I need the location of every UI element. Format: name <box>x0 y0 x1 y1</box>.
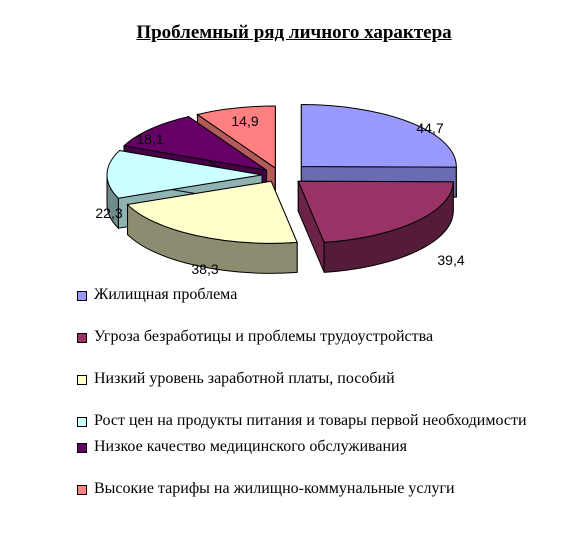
legend-item: Жилищная проблема <box>74 285 544 305</box>
data-label: 39,4 <box>437 252 464 268</box>
legend-item: Угроза безработицы и проблемы трудоустро… <box>74 327 544 347</box>
legend-swatch <box>77 485 87 495</box>
chart-title: Проблемный ряд личного характера <box>136 22 452 43</box>
pie-slice-top <box>196 105 276 169</box>
pie-slice-top <box>300 104 457 168</box>
legend-item: Низкий уровень заработной платы, пособий <box>74 369 544 389</box>
pie-chart: 44,7 39,4 38,3 22,3 18,1 14,9 <box>95 104 465 277</box>
legend-item: Низкое качество медицинского обслуживани… <box>74 437 544 457</box>
legend-swatch <box>77 291 87 301</box>
legend-swatch <box>77 375 87 385</box>
data-label: 18,1 <box>136 131 163 147</box>
legend-label: Высокие тарифы на жилищно-коммунальные у… <box>94 480 455 497</box>
legend: Жилищная проблема Угроза безработицы и п… <box>74 285 544 521</box>
data-label: 38,3 <box>191 261 218 277</box>
data-label: 22,3 <box>95 205 122 221</box>
pie-slice-top <box>122 116 267 171</box>
data-label: 14,9 <box>231 113 258 129</box>
legend-swatch <box>77 443 87 453</box>
legend-label: Рост цен на продукты питания и товары пе… <box>94 412 527 429</box>
data-label: 44,7 <box>416 120 443 136</box>
pie-slice-top <box>106 150 263 199</box>
legend-label: Низкое качество медицинского обслуживани… <box>94 438 407 455</box>
pie-slice-top <box>126 180 298 244</box>
legend-item: Рост цен на продукты питания и товары пе… <box>74 411 544 431</box>
legend-label: Жилищная проблема <box>94 286 238 303</box>
legend-label: Угроза безработицы и проблемы трудоустро… <box>94 328 434 345</box>
legend-item: Высокие тарифы на жилищно-коммунальные у… <box>74 479 544 499</box>
pie-slice <box>126 180 298 274</box>
legend-swatch <box>77 333 87 343</box>
legend-label: Низкий уровень заработной платы, пособий <box>94 370 395 387</box>
pie-slice-top <box>297 180 454 243</box>
pie-slice <box>297 180 454 273</box>
legend-swatch <box>77 417 87 427</box>
